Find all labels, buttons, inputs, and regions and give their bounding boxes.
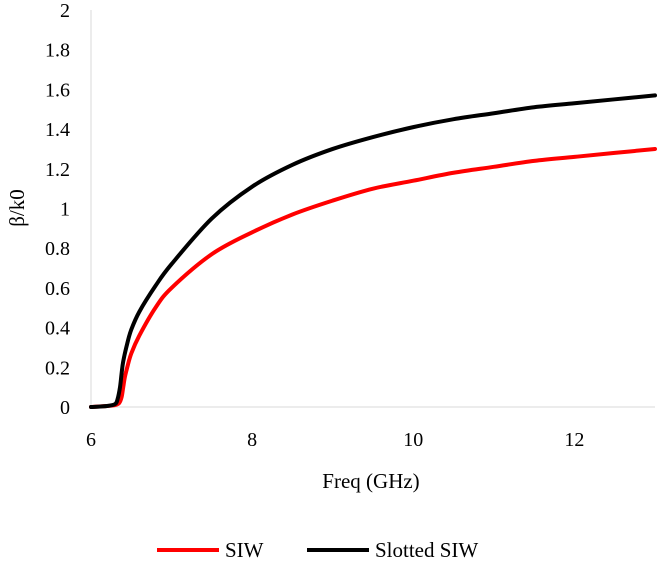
legend-label-slotted-siw: Slotted SIW — [375, 538, 478, 562]
y-tick-label: 1.6 — [45, 79, 70, 101]
y-tick-label: 0.6 — [45, 278, 70, 300]
legend: SIW Slotted SIW — [157, 538, 478, 562]
x-tick-label: 8 — [247, 429, 257, 451]
y-tick-label: 1.4 — [45, 119, 70, 141]
x-axis-ticks: 6 8 10 12 — [86, 429, 584, 451]
x-tick-label: 6 — [86, 429, 96, 451]
y-tick-label: 1 — [60, 199, 70, 221]
series-line-siw — [89, 146, 657, 409]
y-axis-ticks: 0 0.2 0.4 0.6 0.8 1 1.2 1.4 1.6 1.8 2 — [45, 0, 70, 419]
y-tick-label: 1.8 — [45, 40, 70, 62]
x-axis-title: Freq (GHz) — [322, 469, 419, 493]
series-line-slotted-siw — [89, 93, 657, 409]
y-tick-label: 1.2 — [45, 159, 70, 181]
x-tick-label: 10 — [403, 429, 423, 451]
y-tick-label: 2 — [60, 0, 70, 22]
x-tick-label: 12 — [564, 429, 584, 451]
y-tick-label: 0.8 — [45, 238, 70, 260]
y-axis-title: β/k0 — [5, 189, 29, 227]
y-tick-label: 0 — [60, 397, 70, 419]
y-tick-label: 0.2 — [45, 357, 70, 379]
y-tick-label: 0.4 — [45, 318, 70, 340]
legend-label-siw: SIW — [225, 538, 264, 562]
series-lines — [89, 93, 657, 409]
